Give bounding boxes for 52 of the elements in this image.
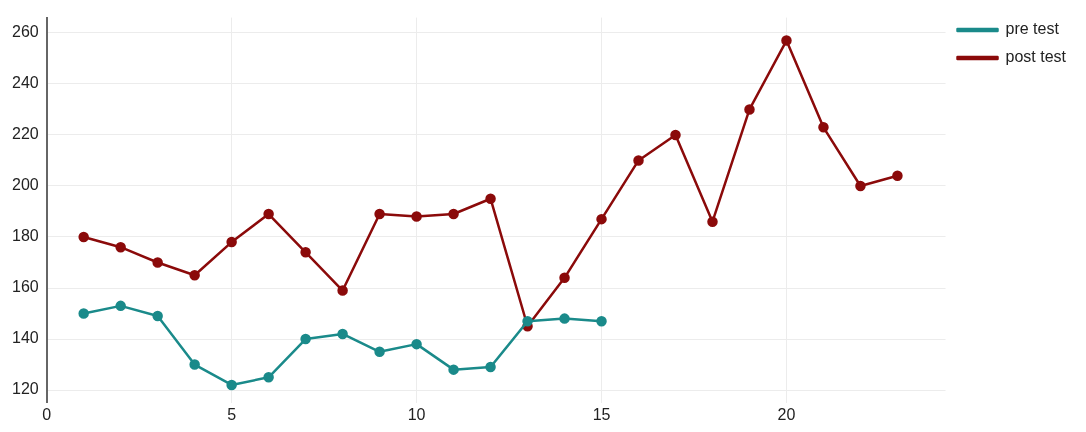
point bbox=[781, 35, 792, 46]
legend-label: pre test bbox=[1005, 20, 1060, 38]
y-tick-label: 200 bbox=[11, 176, 39, 194]
point bbox=[707, 216, 718, 227]
y-tick-label: 140 bbox=[11, 329, 39, 347]
y-tick-label: 220 bbox=[11, 125, 39, 143]
point bbox=[152, 257, 163, 268]
point bbox=[633, 155, 644, 166]
x-tick-label: 10 bbox=[407, 405, 426, 423]
point bbox=[189, 359, 200, 370]
point bbox=[596, 213, 607, 225]
point bbox=[670, 129, 681, 141]
point bbox=[855, 180, 866, 192]
x-tick-label: 15 bbox=[592, 405, 611, 423]
point bbox=[522, 315, 533, 327]
point bbox=[337, 328, 348, 340]
point bbox=[559, 272, 570, 284]
point bbox=[226, 236, 237, 248]
y-tick-label: 240 bbox=[11, 74, 39, 92]
point bbox=[559, 313, 570, 324]
y-tick-label: 160 bbox=[11, 278, 39, 296]
point bbox=[411, 211, 422, 222]
point bbox=[411, 338, 422, 350]
point bbox=[448, 208, 459, 220]
point bbox=[226, 379, 237, 391]
point bbox=[744, 104, 755, 115]
point bbox=[78, 308, 89, 319]
point bbox=[115, 300, 126, 312]
x-tick-label: 20 bbox=[777, 405, 796, 423]
point bbox=[485, 361, 496, 373]
point bbox=[374, 208, 385, 220]
y-tick-label: 260 bbox=[11, 23, 39, 41]
point bbox=[263, 208, 274, 220]
point bbox=[337, 285, 348, 296]
point bbox=[485, 193, 496, 204]
point bbox=[596, 315, 607, 327]
point bbox=[78, 231, 89, 243]
point bbox=[263, 372, 274, 383]
y-tick-label: 120 bbox=[11, 380, 39, 398]
point bbox=[152, 310, 163, 322]
point bbox=[374, 346, 385, 358]
x-tick-label: 0 bbox=[42, 405, 52, 423]
y-tick-label: 180 bbox=[11, 227, 39, 245]
point bbox=[892, 170, 903, 182]
point bbox=[115, 241, 126, 253]
legend-label: post test bbox=[1005, 48, 1067, 66]
point bbox=[189, 270, 200, 281]
x-tick-label: 5 bbox=[227, 405, 237, 423]
point bbox=[300, 333, 311, 345]
point bbox=[300, 247, 311, 258]
point bbox=[448, 364, 459, 375]
point bbox=[818, 122, 829, 133]
